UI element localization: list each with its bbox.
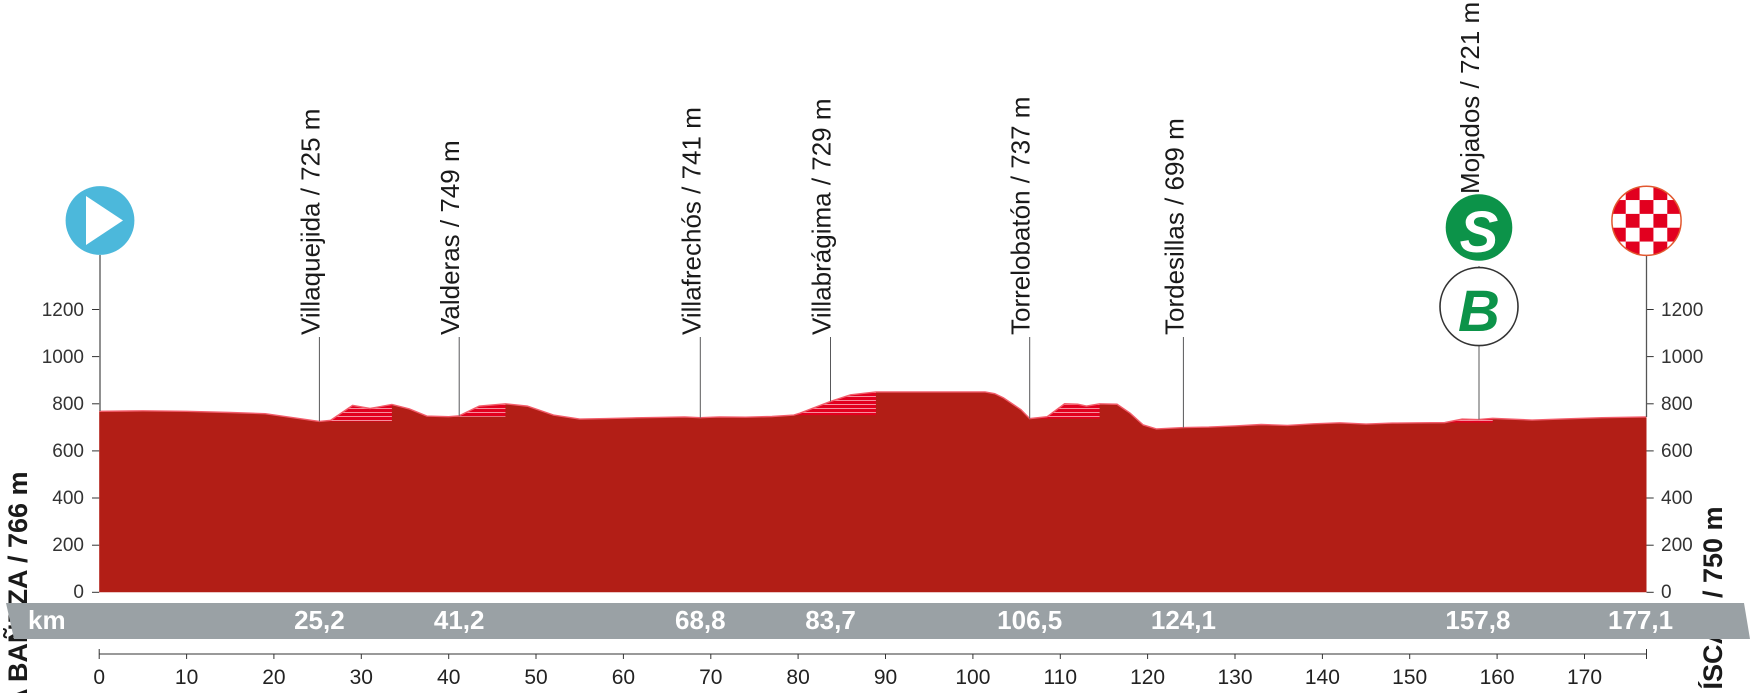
svg-text:30: 30 [350, 666, 373, 689]
svg-text:124,1: 124,1 [1151, 605, 1216, 635]
svg-text:ÍSCAR / 750 m: ÍSCAR / 750 m [1697, 506, 1728, 689]
svg-text:120: 120 [1130, 666, 1165, 689]
svg-text:800: 800 [1661, 394, 1693, 415]
svg-text:0: 0 [1661, 582, 1672, 603]
svg-text:70: 70 [699, 666, 722, 689]
svg-text:157,8: 157,8 [1445, 605, 1510, 635]
svg-text:25,2: 25,2 [294, 605, 345, 635]
svg-text:68,8: 68,8 [675, 605, 726, 635]
svg-text:1200: 1200 [42, 300, 84, 321]
svg-text:400: 400 [52, 488, 84, 509]
svg-text:110: 110 [1044, 666, 1077, 689]
svg-text:1200: 1200 [1661, 300, 1703, 321]
svg-text:0: 0 [93, 666, 105, 689]
svg-text:600: 600 [52, 441, 84, 462]
svg-text:10: 10 [175, 666, 198, 689]
svg-text:150: 150 [1392, 666, 1427, 689]
svg-text:83,7: 83,7 [805, 605, 856, 635]
svg-text:Villaquejida / 725 m: Villaquejida / 725 m [295, 109, 325, 335]
svg-text:60: 60 [612, 666, 635, 689]
svg-text:km: km [28, 605, 66, 635]
svg-text:600: 600 [1661, 441, 1693, 462]
svg-text:170: 170 [1567, 666, 1602, 689]
svg-text:40: 40 [437, 666, 460, 689]
svg-text:400: 400 [1661, 488, 1693, 509]
svg-text:106,5: 106,5 [997, 605, 1062, 635]
svg-text:Valderas / 749 m: Valderas / 749 m [435, 140, 465, 335]
svg-text:80: 80 [786, 666, 809, 689]
svg-text:Tordesillas / 699 m: Tordesillas / 699 m [1159, 118, 1189, 335]
svg-text:Villafrechós / 741 m: Villafrechós / 741 m [676, 107, 706, 335]
svg-text:50: 50 [524, 666, 547, 689]
svg-text:0: 0 [73, 582, 84, 603]
svg-text:Torrelobatón / 737 m: Torrelobatón / 737 m [1006, 97, 1036, 335]
svg-text:S: S [1460, 200, 1499, 265]
svg-text:20: 20 [262, 666, 285, 689]
svg-text:100: 100 [955, 666, 990, 689]
svg-text:140: 140 [1305, 666, 1340, 689]
svg-text:200: 200 [52, 535, 84, 556]
svg-text:Mojados / 721 m: Mojados / 721 m [1455, 2, 1485, 194]
svg-text:200: 200 [1661, 535, 1693, 556]
svg-text:Villabrágima / 729 m: Villabrágima / 729 m [807, 98, 837, 335]
svg-text:800: 800 [52, 394, 84, 415]
svg-text:177,1: 177,1 [1608, 605, 1673, 635]
svg-text:1000: 1000 [42, 347, 84, 368]
svg-text:160: 160 [1480, 666, 1515, 689]
svg-text:B: B [1458, 279, 1500, 344]
svg-text:1000: 1000 [1661, 347, 1703, 368]
svg-text:90: 90 [874, 666, 897, 689]
svg-text:41,2: 41,2 [434, 605, 485, 635]
svg-text:LA BAÑEZA / 766 m: LA BAÑEZA / 766 m [2, 471, 33, 693]
svg-text:130: 130 [1217, 666, 1252, 689]
